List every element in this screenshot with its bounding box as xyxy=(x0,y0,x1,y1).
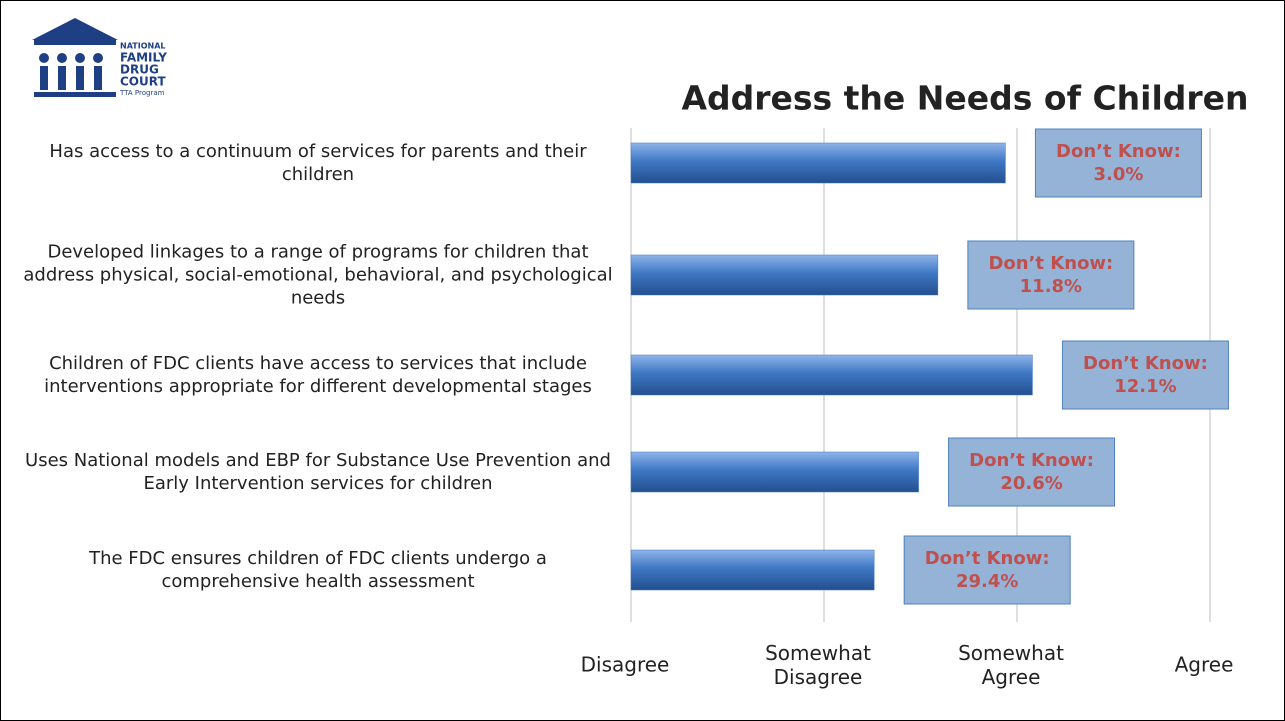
annotation: Don’t Know: 3.0% xyxy=(1056,141,1181,185)
category-label: Developed linkages to a range of program… xyxy=(23,241,613,309)
category-label: The FDC ensures children of FDC clients … xyxy=(89,548,547,592)
logo-text: NATIONAL xyxy=(120,42,165,51)
category-label: Uses National models and EBP for Substan… xyxy=(25,450,611,494)
x-tick-label: Somewhat Agree xyxy=(958,641,1064,689)
annotation: Don’t Know: 20.6% xyxy=(969,450,1094,494)
logo-text: TTA Program xyxy=(119,89,165,97)
bar xyxy=(630,549,875,591)
annotation-box xyxy=(903,535,1071,605)
chart-title: Address the Needs of Children xyxy=(681,79,1248,118)
annotation: Don’t Know: 11.8% xyxy=(988,253,1113,297)
category-label: Children of FDC clients have access to s… xyxy=(44,353,592,397)
annotation: Don’t Know: 29.4% xyxy=(925,548,1050,592)
annotation-box xyxy=(1034,128,1202,198)
logo xyxy=(32,18,118,97)
category-label: Has access to a continuum of services fo… xyxy=(49,141,587,185)
x-tick-label: Agree xyxy=(1175,653,1234,677)
annotation-box xyxy=(1061,340,1229,410)
logo-text: COURT xyxy=(120,75,166,89)
x-tick-label: Disagree xyxy=(581,653,670,677)
logo-text: DRUG xyxy=(120,63,159,77)
bar xyxy=(630,354,1033,396)
bar xyxy=(630,254,939,296)
logo-text: FAMILY xyxy=(120,51,167,65)
annotation-box xyxy=(948,437,1116,507)
bar xyxy=(630,142,1006,184)
annotation: Don’t Know: 12.1% xyxy=(1083,353,1208,397)
x-tick-label: Somewhat Disagree xyxy=(765,641,871,689)
bar xyxy=(630,451,919,493)
annotation-box xyxy=(967,240,1135,310)
